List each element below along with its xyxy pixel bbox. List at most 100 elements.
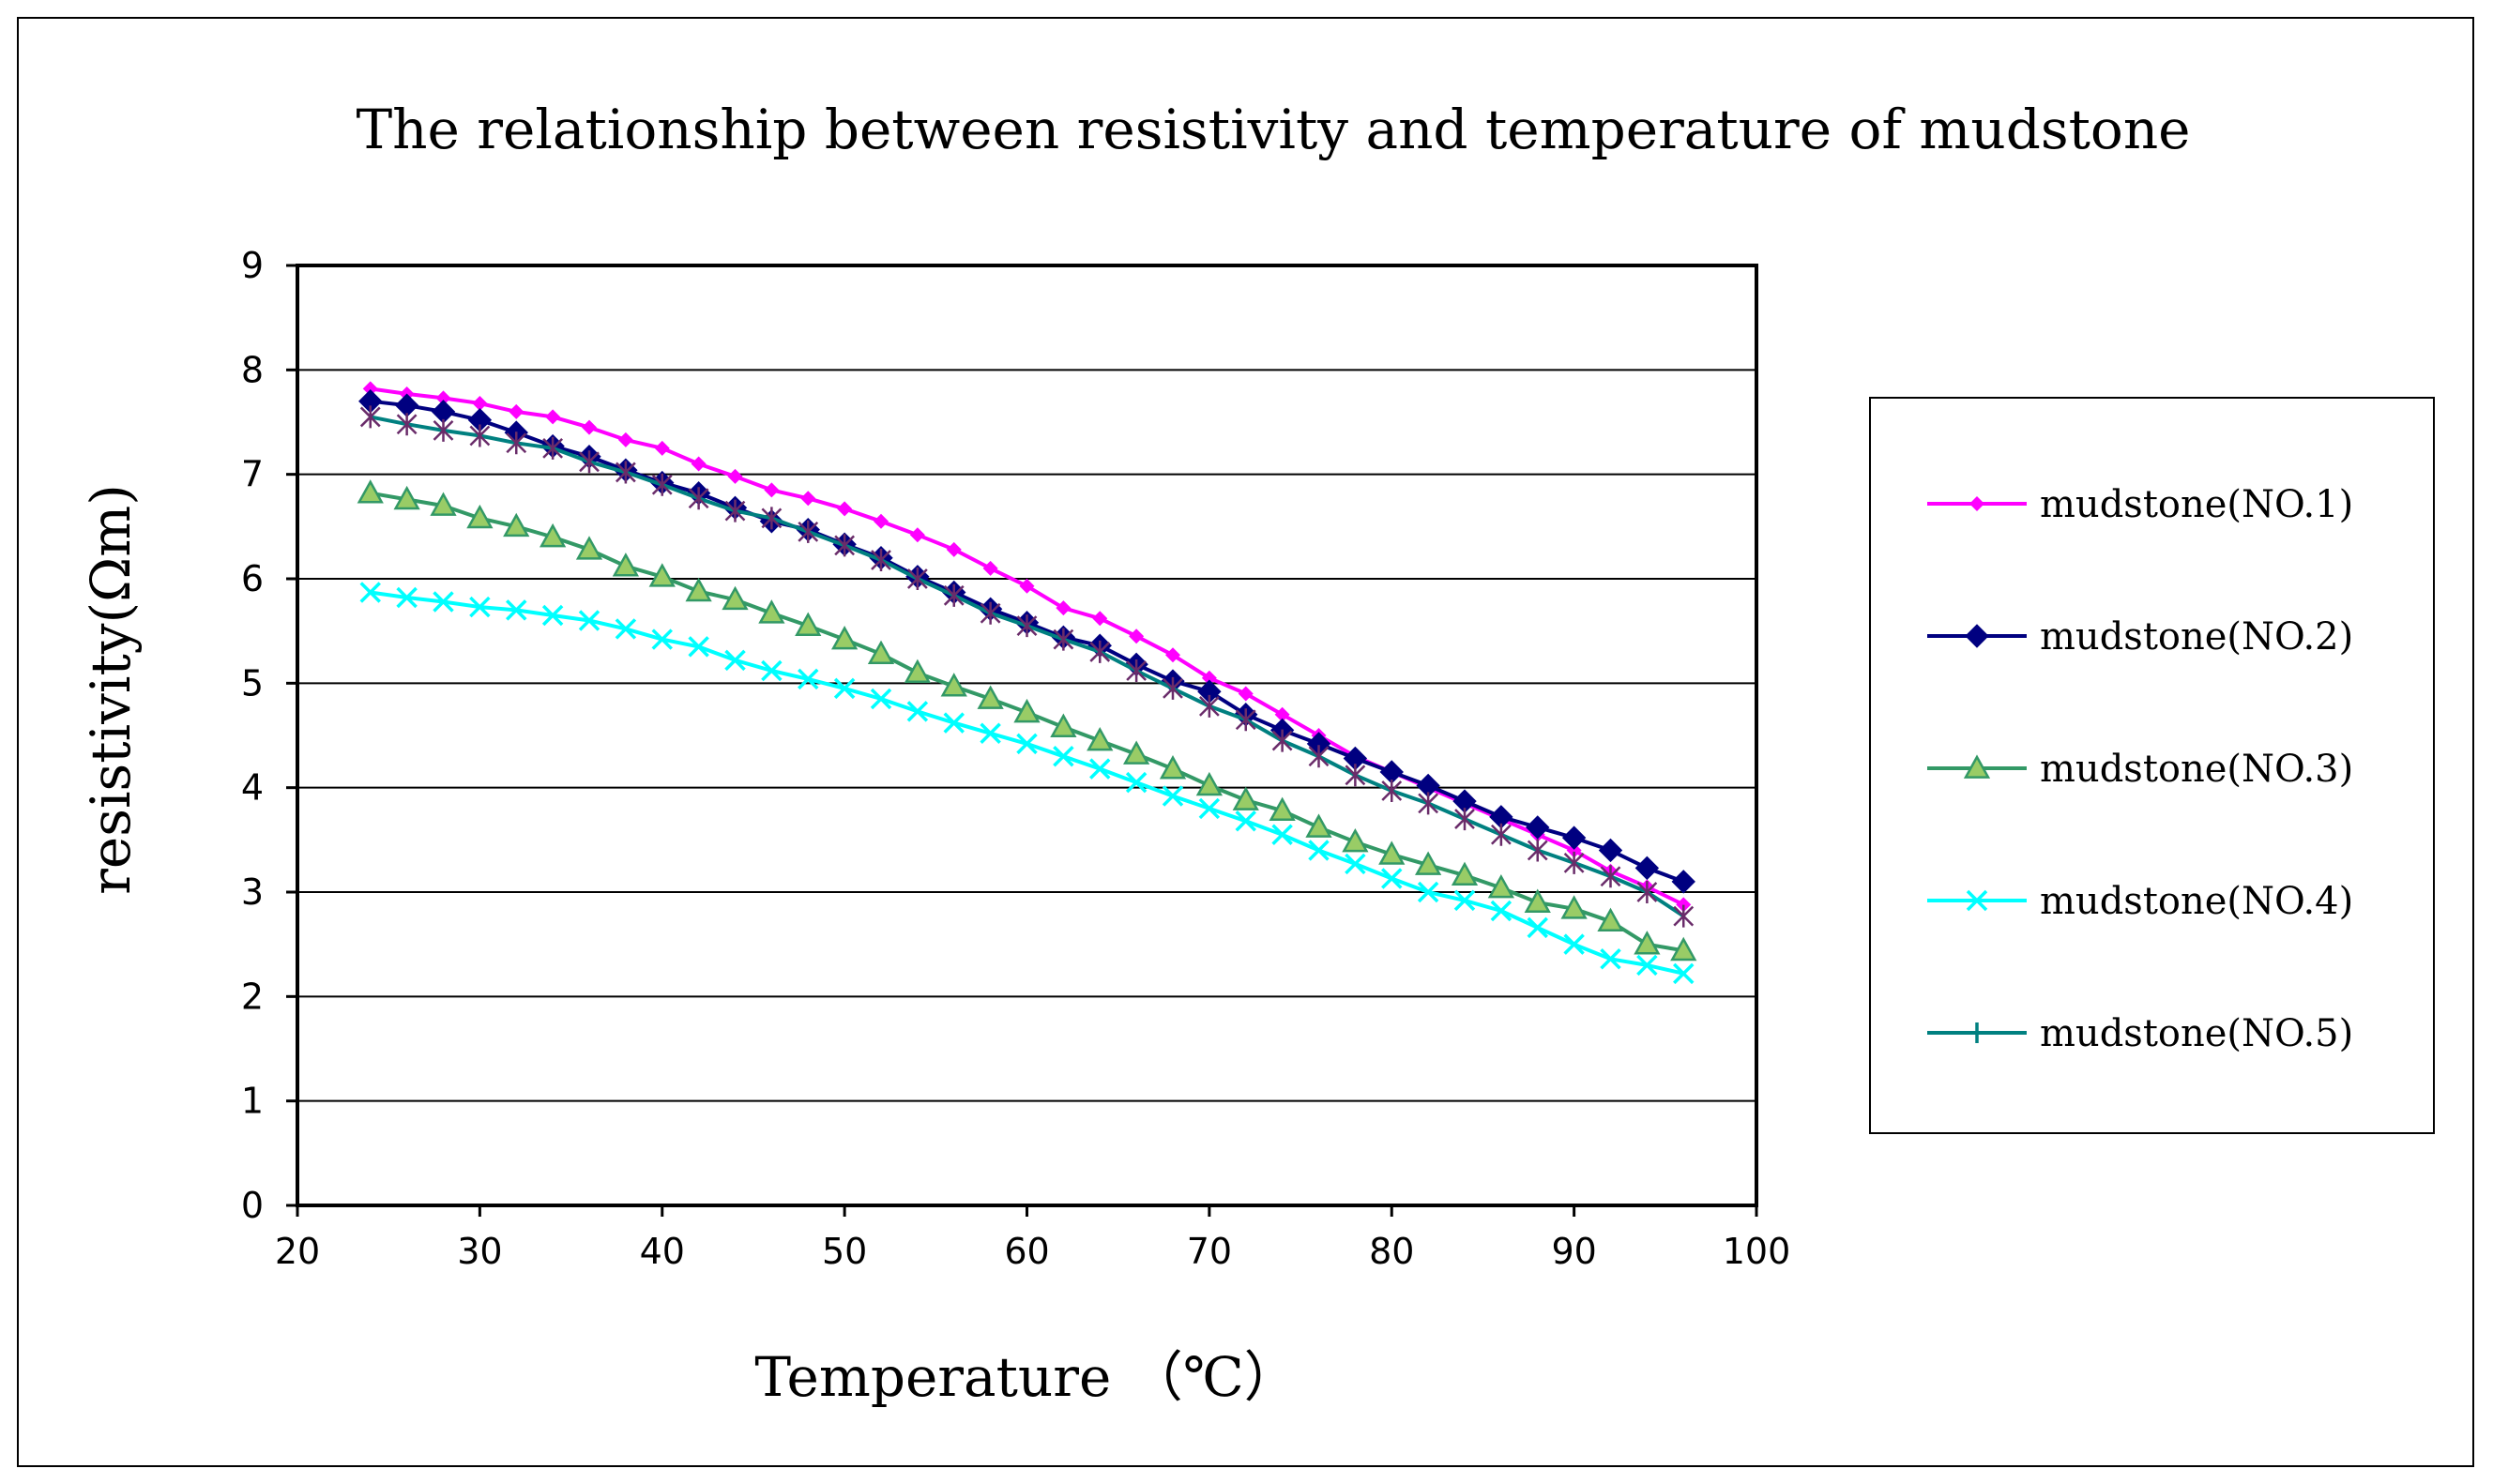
- data-point: [764, 482, 780, 498]
- data-point: [1013, 698, 1041, 723]
- data-point: [1598, 838, 1623, 863]
- data-point: [1232, 786, 1259, 810]
- x-tick-label: 60: [1004, 1231, 1049, 1272]
- x-tick-label: 100: [1723, 1231, 1791, 1272]
- y-tick-label: 5: [241, 662, 264, 704]
- data-point: [509, 403, 524, 419]
- data-point: [1345, 853, 1366, 875]
- data-point: [1195, 771, 1223, 796]
- legend-entry: mudstone(NO.4): [1927, 880, 2353, 923]
- data-point: [1092, 611, 1108, 627]
- legend-entry: mudstone(NO.3): [1927, 748, 2353, 791]
- data-point: [1634, 931, 1661, 955]
- data-point: [1271, 729, 1293, 752]
- data-point: [1089, 640, 1111, 663]
- data-point: [1016, 733, 1038, 755]
- data-point: [1378, 840, 1406, 865]
- data-point: [943, 583, 965, 607]
- data-point: [1673, 962, 1695, 985]
- data-point: [393, 485, 420, 510]
- data-point: [430, 492, 457, 516]
- data-point: [980, 601, 1001, 625]
- data-point: [946, 541, 962, 557]
- data-point: [1050, 713, 1077, 737]
- data-point: [977, 685, 1004, 709]
- x-tick-label: 90: [1551, 1231, 1596, 1272]
- data-point: [1125, 771, 1148, 794]
- x-tick-label: 30: [457, 1231, 502, 1272]
- y-tick-label: 0: [241, 1185, 264, 1226]
- data-point: [940, 673, 967, 697]
- data-point: [1527, 916, 1548, 939]
- y-tick-label: 6: [241, 558, 264, 599]
- data-point: [906, 568, 928, 590]
- data-point: [1238, 686, 1254, 702]
- data-point: [1198, 797, 1221, 820]
- legend: [1869, 397, 2435, 1134]
- data-point: [1198, 694, 1220, 718]
- data-point: [1201, 670, 1217, 686]
- legend-label: mudstone(NO.3): [2040, 748, 2353, 791]
- y-tick-label: 2: [241, 976, 264, 1017]
- data-point: [1527, 839, 1548, 862]
- data-point: [1563, 933, 1585, 955]
- grid: [297, 369, 1756, 1102]
- data-point: [1019, 578, 1035, 594]
- data-point: [396, 413, 418, 436]
- data-point: [1451, 861, 1479, 886]
- data-point: [359, 405, 381, 429]
- data-point: [1634, 856, 1660, 881]
- data-point: [506, 599, 527, 621]
- data-point: [833, 677, 856, 700]
- data-point: [435, 390, 451, 406]
- data-point: [1673, 904, 1695, 928]
- data-point: [466, 504, 494, 529]
- data-point: [469, 424, 491, 447]
- series-line: [370, 415, 1685, 918]
- data-point: [357, 479, 384, 504]
- data-point: [870, 688, 892, 710]
- data-point: [800, 491, 816, 507]
- data-point: [1016, 614, 1038, 638]
- data-point: [469, 596, 491, 618]
- data-point: [582, 419, 597, 435]
- series-line: [370, 590, 1684, 976]
- data-point: [1597, 907, 1624, 932]
- data-point: [1566, 842, 1582, 858]
- y-tick-label: 8: [241, 349, 264, 390]
- data-point: [1487, 873, 1514, 899]
- data-point: [1560, 895, 1588, 919]
- x-tick-label: 20: [275, 1231, 320, 1272]
- data-point: [1417, 881, 1439, 903]
- legend-label: mudstone(NO.5): [2040, 1012, 2353, 1055]
- data-point: [1381, 780, 1403, 803]
- data-point: [651, 473, 673, 496]
- data-point: [1524, 888, 1551, 913]
- data-point: [688, 636, 709, 658]
- legend-marker: [1966, 889, 1988, 912]
- data-point: [503, 512, 530, 538]
- data-point: [688, 487, 709, 510]
- data-point: [834, 534, 856, 557]
- x-tick-label: 50: [822, 1231, 867, 1272]
- data-point: [575, 536, 603, 560]
- data-point: [1490, 900, 1513, 922]
- y-tick-label: 9: [241, 245, 264, 286]
- data-point: [758, 599, 785, 624]
- data-point: [724, 649, 746, 672]
- data-point: [724, 499, 746, 522]
- data-point: [506, 432, 527, 455]
- data-point: [1676, 897, 1692, 913]
- data-point: [1671, 870, 1695, 894]
- data-point: [1490, 823, 1512, 846]
- data-point: [685, 577, 712, 602]
- legend-label: mudstone(NO.4): [2040, 880, 2353, 923]
- data-point: [648, 563, 676, 587]
- y-axis-ticks: 0 1 2 3 4 5 6 7 8 9: [241, 245, 297, 1226]
- data-point: [943, 712, 965, 734]
- data-point: [1381, 868, 1403, 889]
- chart-title: The relationship between resistivity and…: [356, 98, 2190, 161]
- y-tick-label: 3: [241, 871, 264, 913]
- data-point: [909, 527, 925, 543]
